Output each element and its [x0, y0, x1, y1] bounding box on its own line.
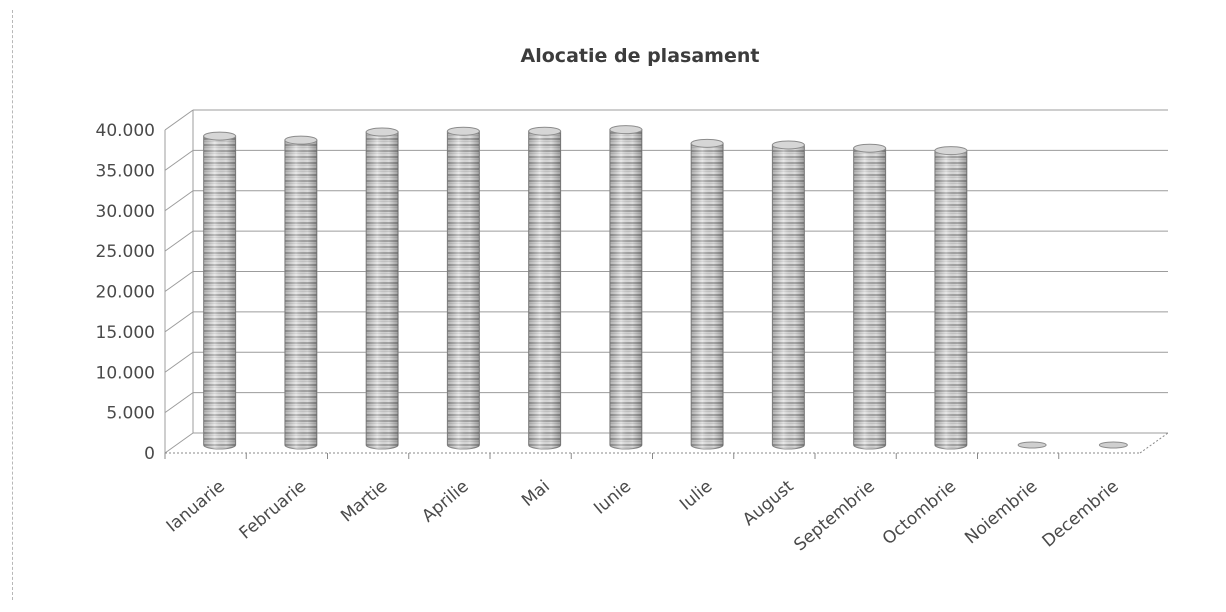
x-tick-label: Iulie [676, 477, 716, 515]
bar [853, 143, 887, 450]
floor-edge [1139, 432, 1169, 454]
bar-top [284, 135, 318, 145]
bar [934, 146, 968, 450]
gridline-side [164, 311, 194, 333]
bar [528, 126, 562, 450]
bar-top [690, 138, 724, 148]
x-tick-label: Septembrie [790, 477, 878, 556]
bar [609, 125, 643, 450]
gridline-side [164, 109, 194, 131]
bar-shading [772, 144, 805, 449]
x-axis-ticks: Ianuarie Februarie Martie Aprilie Mai Iunie Iu… [163, 476, 1123, 555]
chart-border [12, 10, 13, 600]
gridline-side [164, 230, 194, 252]
y-tick-label: 35.000 [96, 161, 155, 181]
x-tick-label: Ianuarie [163, 477, 229, 537]
bar [690, 138, 724, 450]
axes [164, 110, 1169, 459]
bar-shading [447, 131, 480, 450]
bar-top [446, 126, 480, 136]
bar-shading [366, 132, 399, 449]
bar-top [1098, 441, 1128, 449]
bar [446, 126, 480, 450]
y-tick-label: 15.000 [96, 323, 155, 343]
x-tick-label: Mai [518, 477, 554, 511]
chart-title: Alocatie de plasament [521, 45, 760, 67]
gridline-side [164, 190, 194, 212]
bar [1098, 441, 1128, 449]
gridlines [164, 109, 1168, 454]
y-tick-label: 40.000 [96, 121, 155, 141]
bar [771, 140, 805, 450]
y-axis-ticks: 0 5.000 10.000 15.000 20.000 25.000 30.000 35.0… [96, 121, 155, 464]
y-tick-label: 25.000 [96, 242, 155, 262]
bar-top [853, 143, 887, 153]
bars [203, 125, 1128, 450]
bar [284, 135, 318, 450]
bar [203, 131, 237, 450]
x-tick-label: Iunie [590, 477, 635, 519]
x-tick-label: Martie [337, 477, 391, 527]
x-tick-label: Aprilie [418, 477, 472, 527]
gridline-side [164, 149, 194, 171]
y-tick-label: 20.000 [96, 283, 155, 303]
bar-shading [528, 131, 561, 450]
bar-top [934, 146, 968, 156]
gridline-side [164, 432, 194, 454]
gridline-side [164, 392, 194, 414]
x-tick-label: Decembrie [1039, 477, 1123, 552]
bar-top [771, 140, 805, 150]
bar-shading [853, 148, 886, 449]
bar-top [365, 127, 399, 137]
bar-shading [934, 150, 967, 450]
x-tick-label: Noiembrie [961, 477, 1041, 549]
bar-top [1017, 441, 1047, 449]
bar-top [203, 131, 237, 141]
bar-top [528, 126, 562, 136]
y-tick-label: 10.000 [96, 363, 155, 383]
bar [1017, 441, 1047, 449]
bar-shading [203, 136, 236, 449]
bar-shading [609, 129, 642, 450]
bar-top [609, 125, 643, 135]
gridline-side [164, 271, 194, 292]
gridline-side [164, 351, 194, 373]
bar-shading [691, 143, 724, 449]
bar-shading [284, 140, 317, 450]
y-tick-label: 30.000 [96, 202, 155, 222]
x-tick-label: August [739, 476, 798, 530]
y-tick-label: 0 [144, 444, 155, 464]
y-tick-label: 5.000 [106, 404, 155, 424]
x-tick-label: Octombrie [879, 477, 960, 550]
bar [365, 127, 399, 450]
x-tick-label: Februarie [236, 477, 310, 544]
